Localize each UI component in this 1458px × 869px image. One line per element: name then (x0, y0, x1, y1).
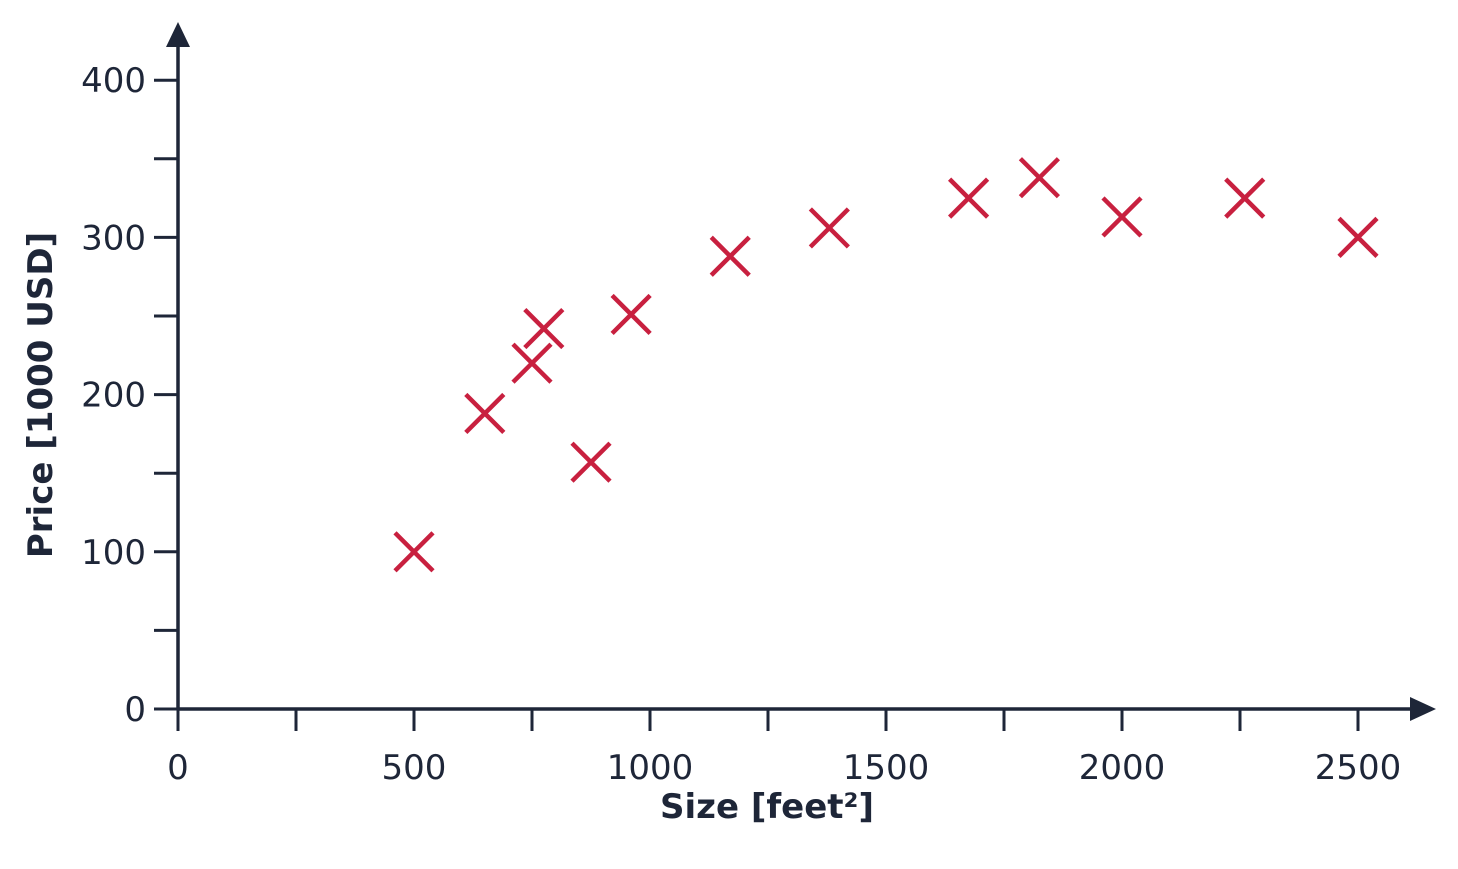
y-axis-title: Price [1000 USD] (21, 232, 61, 558)
data-point-marker (808, 207, 850, 249)
x-tick-label: 1500 (843, 748, 930, 788)
x-ticks: 0 500 1000 1500 2000 2500 (167, 709, 1401, 788)
data-point-marker (1101, 196, 1143, 238)
y-tick-label: 100 (81, 533, 146, 573)
data-point-marker (464, 392, 506, 435)
data-point-marker (1224, 177, 1266, 219)
x-tick-label: 500 (382, 748, 447, 788)
data-point-marker (393, 531, 435, 573)
data-points (393, 157, 1379, 573)
data-point-marker (1337, 216, 1379, 258)
y-tick-label: 300 (81, 218, 146, 258)
x-tick-label: 2500 (1315, 748, 1402, 788)
y-tick-label: 400 (81, 61, 146, 101)
x-tick-label: 1000 (607, 748, 694, 788)
y-axis-arrow-icon (166, 22, 190, 47)
x-axis-arrow-icon (1410, 697, 1436, 721)
axes (166, 22, 1436, 721)
data-point-marker (1018, 157, 1060, 199)
data-point-marker (610, 293, 652, 336)
data-point-marker (709, 235, 751, 277)
y-tick-label: 0 (124, 690, 146, 730)
data-point-marker (570, 441, 612, 483)
data-point-marker (948, 177, 990, 219)
data-point-marker (523, 307, 565, 350)
x-tick-label: 0 (167, 748, 189, 788)
x-tick-label: 2000 (1079, 748, 1166, 788)
x-axis-title: Size [feet²] (660, 787, 874, 827)
y-ticks: 0 100 200 300 400 (81, 61, 178, 730)
data-point-marker (511, 342, 553, 384)
y-tick-label: 200 (81, 376, 146, 416)
